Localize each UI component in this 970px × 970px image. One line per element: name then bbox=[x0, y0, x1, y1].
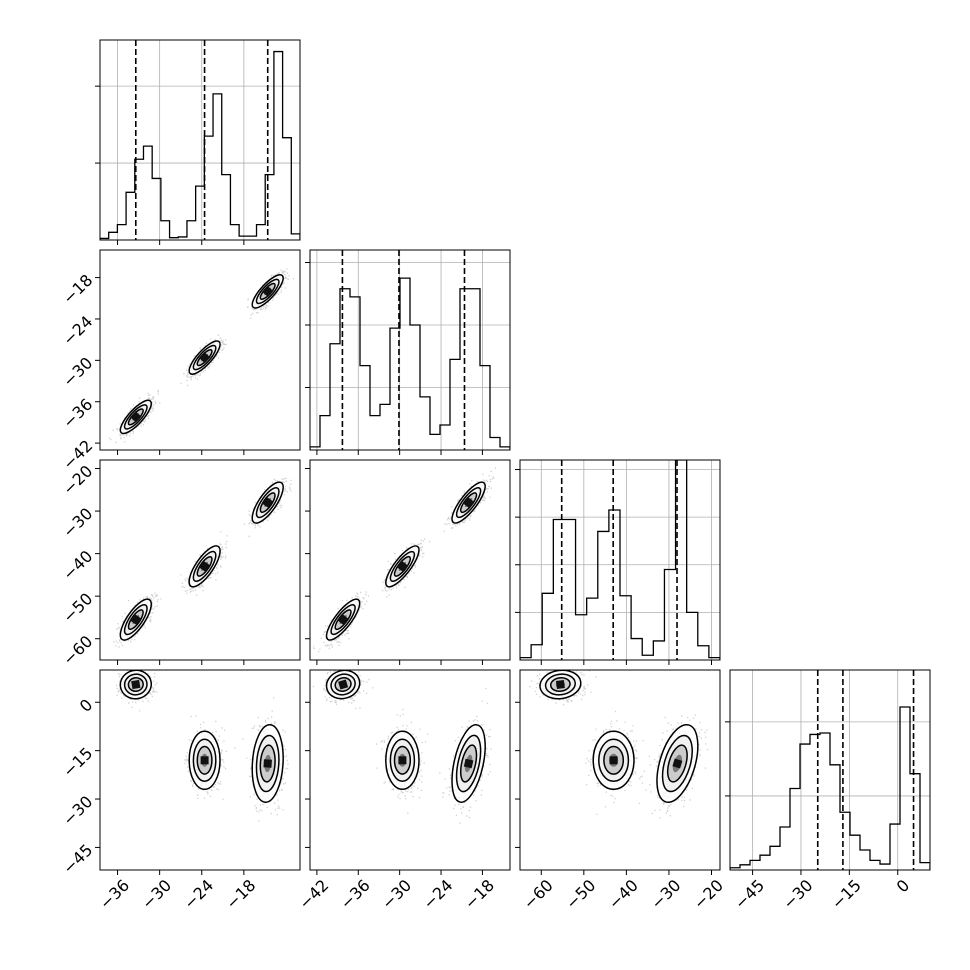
contour-group-0 bbox=[325, 598, 361, 641]
ytick-label: 0 bbox=[76, 695, 97, 716]
density-peak bbox=[672, 758, 683, 769]
panel-3-2: −60 −50 −40 −30 −20 bbox=[515, 669, 727, 913]
panel-frame bbox=[99, 39, 301, 241]
density-peak bbox=[130, 614, 142, 626]
xtick-label: −24 bbox=[180, 876, 217, 913]
panel-1-0: −42−36−30−24−18 bbox=[59, 249, 301, 473]
xtick-label: −50 bbox=[562, 876, 599, 913]
density-peak bbox=[130, 411, 142, 423]
xtick-label: −30 bbox=[378, 876, 415, 913]
hist-step-3 bbox=[730, 706, 930, 870]
density-peak bbox=[338, 679, 349, 690]
panel-frame bbox=[309, 669, 511, 871]
xtick-label: −36 bbox=[96, 876, 133, 913]
panel-2-2 bbox=[515, 459, 721, 665]
xtick-label: −40 bbox=[605, 876, 642, 913]
xtick-label: −36 bbox=[337, 876, 374, 913]
panel-2-1 bbox=[305, 459, 511, 665]
panel-frame bbox=[519, 669, 721, 871]
panel-frame bbox=[99, 669, 301, 871]
contour-group-2 bbox=[451, 724, 486, 803]
xtick-label: −30 bbox=[138, 876, 175, 913]
density-peak bbox=[555, 680, 565, 689]
ytick-label: −30 bbox=[59, 504, 96, 541]
xtick-label: 0 bbox=[893, 876, 914, 897]
density-peak bbox=[262, 497, 274, 509]
panel-frame bbox=[309, 459, 511, 661]
xtick-label: −15 bbox=[828, 876, 865, 913]
ytick-label: −18 bbox=[59, 271, 96, 308]
density-peak bbox=[396, 560, 409, 573]
panel-3-1: −42 −36 −30 −24 −18 bbox=[295, 669, 511, 913]
contour-group-1 bbox=[188, 545, 221, 588]
ytick-label: −30 bbox=[59, 353, 96, 390]
panel-0-0 bbox=[95, 39, 301, 245]
density-peak bbox=[262, 285, 274, 298]
panel-3-3: −45 −30 −15 0 bbox=[725, 669, 931, 913]
ytick-label: −45 bbox=[59, 840, 96, 877]
contour-group-2 bbox=[251, 724, 284, 803]
contour-group-0 bbox=[119, 399, 152, 435]
xtick-label: −30 bbox=[779, 876, 816, 913]
contour-group-1 bbox=[592, 730, 635, 791]
density-peak bbox=[398, 756, 407, 765]
contour-group-1 bbox=[188, 340, 221, 375]
xtick-label: −18 bbox=[461, 876, 498, 913]
contour-group-0 bbox=[539, 669, 582, 700]
density-peak bbox=[200, 756, 209, 765]
panels: −42−36−30−24−18−60−50−40−30−20−45−30−150… bbox=[59, 39, 931, 913]
ytick-label: −30 bbox=[59, 792, 96, 829]
contour-group-0 bbox=[325, 669, 361, 700]
hist-step-2 bbox=[520, 460, 720, 660]
panel-2-0: −60 −50 −40 −30 −20 bbox=[59, 459, 301, 669]
contour-group-1 bbox=[385, 545, 420, 588]
density-peak bbox=[199, 560, 211, 572]
density-peak bbox=[337, 613, 349, 626]
xtick-label: −30 bbox=[647, 876, 684, 913]
ytick-label: −60 bbox=[59, 632, 96, 669]
density-peak bbox=[198, 351, 211, 364]
xtick-label: −20 bbox=[690, 876, 727, 913]
contour-group-0 bbox=[119, 669, 153, 700]
panel-frame bbox=[99, 249, 301, 451]
panel-frame bbox=[729, 669, 931, 871]
ytick-label: −15 bbox=[59, 744, 96, 781]
ytick-label: −50 bbox=[59, 589, 96, 626]
contour-group-2 bbox=[251, 274, 284, 309]
density-peak bbox=[609, 756, 618, 765]
ytick-label: −40 bbox=[59, 547, 96, 584]
hist-step-1 bbox=[310, 277, 510, 450]
xtick-label: −24 bbox=[419, 876, 456, 913]
hist-step-0 bbox=[100, 50, 300, 240]
contour-group-1 bbox=[385, 730, 420, 791]
ytick-label: −20 bbox=[59, 461, 96, 498]
ytick-label: −36 bbox=[59, 395, 96, 432]
contour-group-0 bbox=[119, 598, 152, 641]
density-peak bbox=[263, 759, 272, 768]
density-peak bbox=[462, 496, 475, 509]
density-peak bbox=[463, 758, 474, 769]
contour-group-1 bbox=[188, 730, 221, 791]
contour-group-2 bbox=[451, 481, 486, 524]
density-peak bbox=[131, 679, 141, 690]
xtick-label: −45 bbox=[731, 876, 768, 913]
xtick-label: −18 bbox=[222, 876, 259, 913]
ytick-label: −24 bbox=[59, 312, 96, 349]
panel-1-1 bbox=[305, 249, 511, 455]
contour-group-2 bbox=[656, 724, 699, 803]
xtick-label: −42 bbox=[295, 876, 332, 913]
contour-group-2 bbox=[251, 481, 284, 524]
panel-3-0: −45−30−150−36 −30 −24 −18 bbox=[59, 669, 301, 913]
panel-frame bbox=[99, 459, 301, 661]
panel-frame bbox=[519, 459, 721, 661]
panel-frame bbox=[309, 249, 511, 451]
xtick-label: −60 bbox=[520, 876, 557, 913]
